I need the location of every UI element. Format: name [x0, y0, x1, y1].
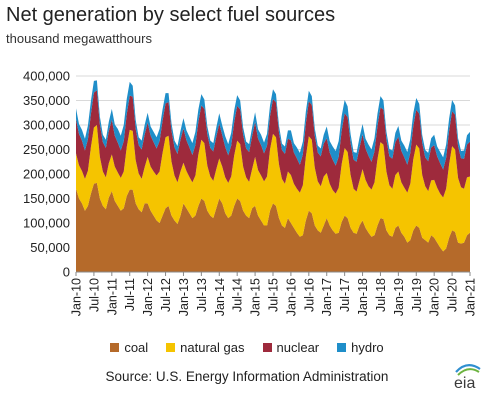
legend-swatch-natural-gas — [166, 342, 176, 352]
x-tick-label: Jan-18 — [356, 278, 370, 316]
x-tick-label: Jul-13 — [195, 278, 209, 312]
legend-item-hydro: hydro — [337, 340, 384, 355]
y-tick-label: 0 — [63, 265, 70, 280]
y-tick-label: 150,000 — [23, 191, 70, 206]
y-axis: 400,000 350,000 300,000 250,000 200,000 150,0… — [23, 69, 70, 280]
x-tick-label: Jul-20 — [446, 278, 460, 312]
area-hydro — [76, 80, 470, 170]
x-tick-label: Jan-10 — [70, 278, 84, 316]
y-tick-label: 200,000 — [23, 167, 70, 182]
x-tick-label: Jan-11 — [105, 278, 119, 315]
chart-title: Net generation by select fuel sources — [6, 4, 336, 26]
legend-label-nuclear: nuclear — [276, 339, 320, 355]
y-tick-label: 100,000 — [23, 216, 70, 231]
legend-swatch-hydro — [337, 342, 347, 352]
series-areas — [76, 80, 470, 272]
legend-swatch-nuclear — [262, 342, 272, 352]
legend-label-natural-gas: natural gas — [180, 339, 245, 355]
legend-item-natural-gas: natural gas — [166, 339, 245, 355]
x-tick-label: Jul-14 — [231, 278, 245, 312]
x-tick-label: Jan-12 — [141, 278, 155, 316]
x-tick-label: Jan-20 — [428, 278, 442, 316]
legend-swatch-coal — [110, 342, 120, 352]
x-tick-label: Jul-17 — [338, 278, 352, 312]
y-tick-label: 50,000 — [30, 240, 70, 255]
x-tick-label: Jul-18 — [374, 278, 388, 312]
x-tick-label: Jan-21 — [464, 278, 478, 316]
legend: coal natural gas nuclear hydro — [0, 337, 494, 357]
x-tick-label: Jan-13 — [177, 278, 191, 316]
x-tick-label: Jul-12 — [159, 278, 173, 312]
x-tick-label: Jul-11 — [123, 278, 137, 311]
area-natural-gas — [76, 125, 470, 252]
chart-subtitle: thousand megawatthours — [6, 31, 152, 46]
y-tick-label: 300,000 — [23, 118, 70, 133]
x-tick-label: Jan-17 — [320, 278, 334, 316]
eia-logo: eia — [454, 364, 481, 392]
x-tick-label: Jan-19 — [392, 278, 406, 316]
x-tick-label: Jul-16 — [302, 278, 316, 312]
svg-text:eia: eia — [454, 375, 475, 392]
x-tick-label: Jul-10 — [87, 278, 101, 312]
x-tick-label: Jan-14 — [213, 278, 227, 316]
area-coal — [76, 182, 470, 272]
legend-label-coal: coal — [124, 339, 149, 355]
y-tick-label: 250,000 — [23, 142, 70, 157]
legend-item-coal: coal — [110, 340, 148, 355]
stacked-area-chart: 400,000 350,000 300,000 250,000 200,000 150,0… — [23, 69, 478, 317]
y-tick-label: 350,000 — [23, 93, 70, 108]
x-tick-label: Jul-15 — [267, 278, 281, 312]
x-tick-label: Jul-19 — [410, 278, 424, 312]
x-tick-label: Jan-16 — [284, 278, 298, 316]
y-tick-label: 400,000 — [23, 69, 70, 84]
legend-label-hydro: hydro — [351, 339, 384, 355]
x-tick-label: Jan-15 — [249, 278, 263, 316]
x-axis: Jan-10 Jul-10 Jan-11 Jul-11 Jan-12 Jul-12 Jan-… — [70, 271, 478, 316]
area-nuclear — [76, 90, 470, 198]
source-note: Source: U.S. Energy Information Administ… — [105, 369, 389, 384]
legend-item-nuclear: nuclear — [262, 339, 320, 355]
